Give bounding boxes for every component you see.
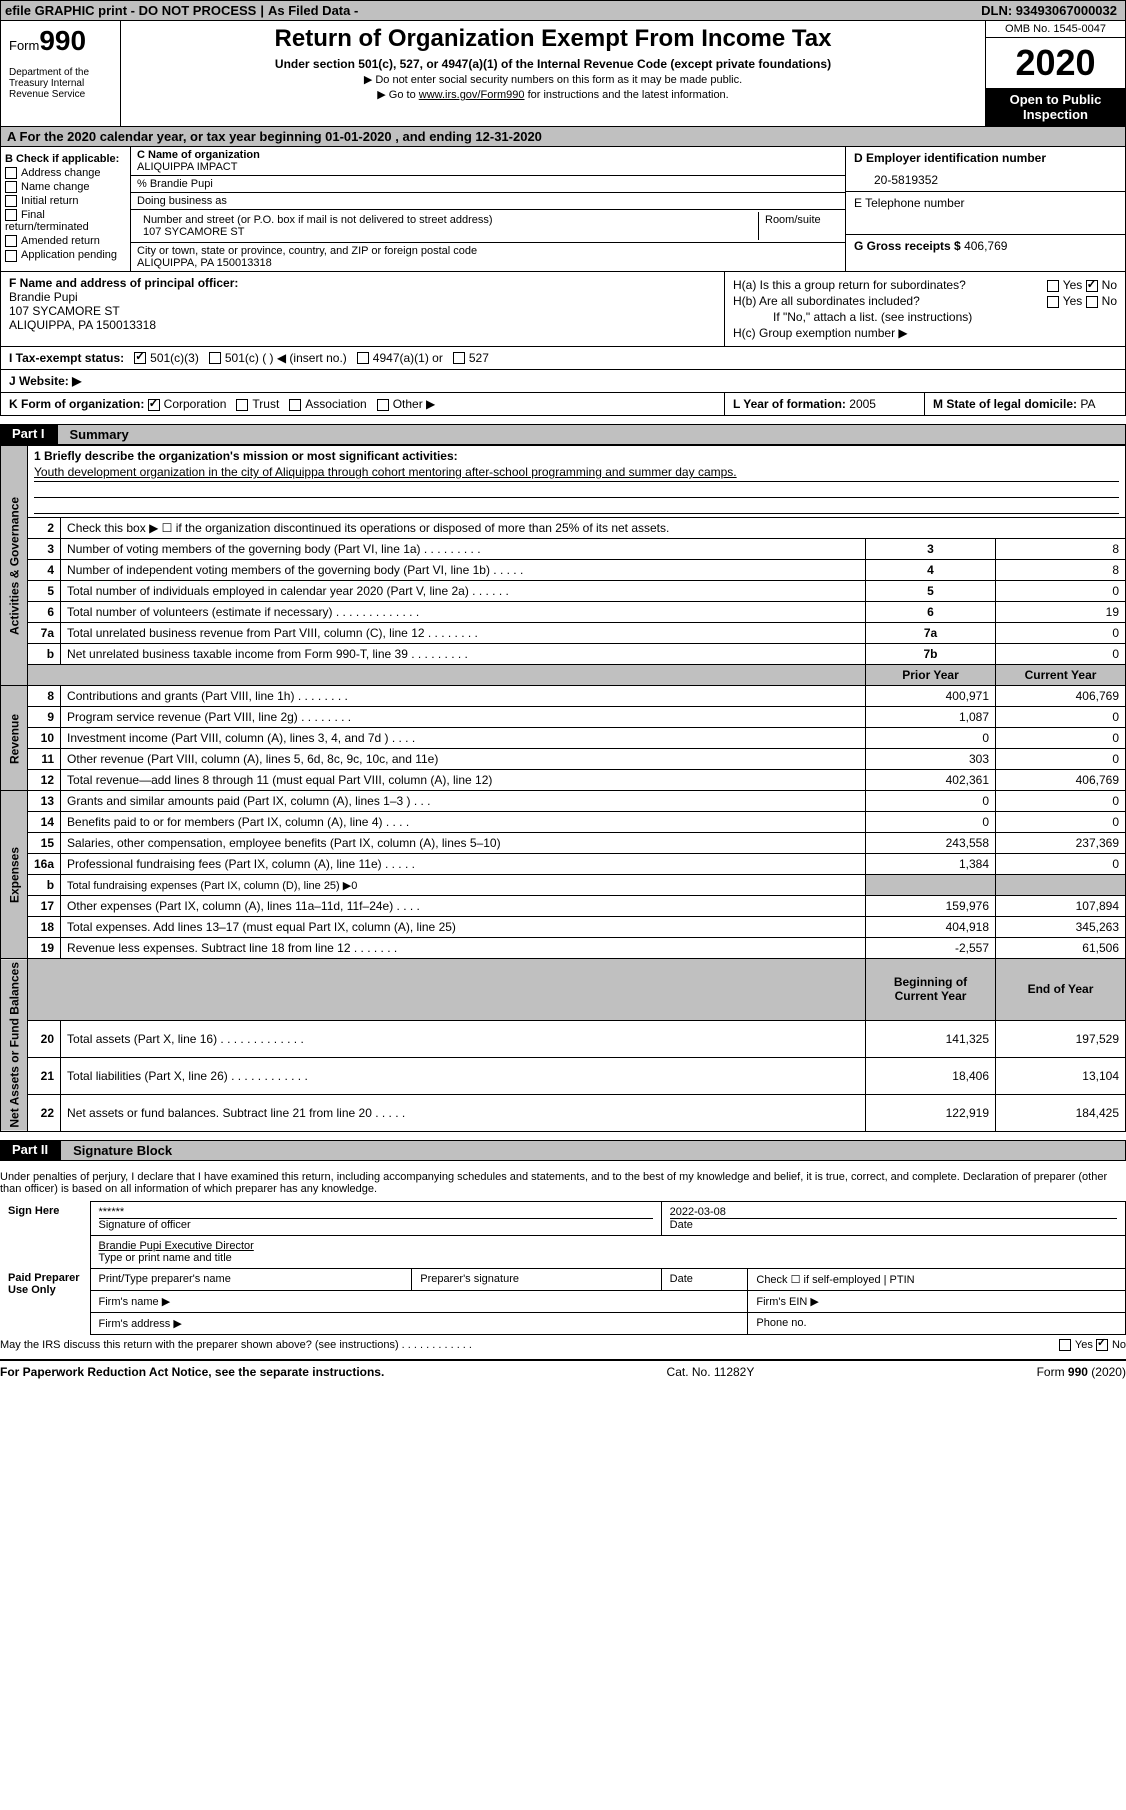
room-label: Room/suite <box>759 212 839 240</box>
officer-addr1: 107 SYCAMORE ST <box>9 304 716 318</box>
street-label: Number and street (or P.O. box if mail i… <box>143 214 752 226</box>
check-501c[interactable] <box>209 352 221 364</box>
mission-label: 1 Briefly describe the organization's mi… <box>34 449 1119 463</box>
section-b-to-g: B Check if applicable: Address change Na… <box>0 147 1126 272</box>
officer-addr2: ALIQUIPPA, PA 150013318 <box>9 318 716 332</box>
org-name: ALIQUIPPA IMPACT <box>137 161 839 173</box>
row-j: J Website: ▶ <box>0 370 1126 393</box>
check-final[interactable]: Final return/terminated <box>5 209 126 233</box>
h-c-label: H(c) Group exemption number ▶ <box>733 326 1117 340</box>
paperwork-notice: For Paperwork Reduction Act Notice, see … <box>0 1365 384 1379</box>
section-f-h: F Name and address of principal officer:… <box>0 272 1126 347</box>
discuss-question: May the IRS discuss this return with the… <box>0 1339 472 1351</box>
h-a-label: H(a) Is this a group return for subordin… <box>733 278 966 292</box>
irs-link[interactable]: www.irs.gov/Form990 <box>419 89 525 101</box>
row-a-taxyear: A For the 2020 calendar year, or tax yea… <box>0 127 1126 147</box>
check-corp[interactable] <box>148 399 160 411</box>
part-i-header: Part I Summary <box>0 424 1126 445</box>
box-f-label: F Name and address of principal officer: <box>9 276 716 290</box>
phone-value <box>854 210 1117 230</box>
form-title: Return of Organization Exempt From Incom… <box>125 25 981 53</box>
open-public-badge: Open to Public Inspection <box>986 88 1125 126</box>
box-g-label: G Gross receipts $ <box>854 239 961 253</box>
omb-number: OMB No. 1545-0047 <box>986 21 1125 38</box>
side-expenses: Expenses <box>1 791 28 959</box>
careof: % Brandie Pupi <box>131 176 845 193</box>
box-d-label: D Employer identification number <box>854 151 1117 165</box>
city-value: ALIQUIPPA, PA 150013318 <box>137 257 839 269</box>
check-pending[interactable]: Application pending <box>5 249 126 261</box>
form-ref: Form 990 (2020) <box>1037 1365 1126 1379</box>
check-527[interactable] <box>453 352 465 364</box>
check-assoc[interactable] <box>289 399 301 411</box>
efile-label: efile GRAPHIC print - DO NOT PROCESS <box>5 3 256 18</box>
form-prefix: Form <box>9 38 39 53</box>
side-revenue: Revenue <box>1 686 28 791</box>
check-trust[interactable] <box>236 399 248 411</box>
asfiled-label: As Filed Data - <box>268 3 358 18</box>
check-other[interactable] <box>377 399 389 411</box>
side-netassets: Net Assets or Fund Balances <box>1 959 28 1132</box>
gross-receipts: 406,769 <box>964 239 1007 253</box>
discuss-yes[interactable] <box>1059 1339 1071 1351</box>
mission-text: Youth development organization in the ci… <box>34 463 1119 482</box>
sig-intro: Under penalties of perjury, I declare th… <box>0 1169 1126 1197</box>
box-b-header: B Check if applicable: <box>5 153 126 165</box>
check-initial[interactable]: Initial return <box>5 195 126 207</box>
form-subtitle: Under section 501(c), 527, or 4947(a)(1)… <box>125 57 981 71</box>
check-name[interactable]: Name change <box>5 181 126 193</box>
cat-no: Cat. No. 11282Y <box>667 1365 755 1379</box>
side-governance: Activities & Governance <box>1 446 28 686</box>
dln-label: DLN: 93493067000032 <box>981 3 1117 18</box>
form-header: Form990 Department of the Treasury Inter… <box>0 21 1126 127</box>
summary-table: Activities & Governance 1 Briefly descri… <box>0 445 1126 1132</box>
ein-value: 20-5819352 <box>874 173 1117 187</box>
check-4947[interactable] <box>357 352 369 364</box>
form-number: 990 <box>39 25 86 56</box>
row-i: I Tax-exempt status: 501(c)(3) 501(c) ( … <box>0 347 1126 370</box>
footer: For Paperwork Reduction Act Notice, see … <box>0 1359 1126 1383</box>
check-address[interactable]: Address change <box>5 167 126 179</box>
header-bar: efile GRAPHIC print - DO NOT PROCESS | A… <box>0 0 1126 21</box>
discuss-no[interactable] <box>1096 1339 1108 1351</box>
h-b-note: If "No," attach a list. (see instruction… <box>773 310 1117 324</box>
form-note1: ▶ Do not enter social security numbers o… <box>125 73 981 86</box>
dept-label: Department of the Treasury Internal Reve… <box>9 67 112 100</box>
check-501c3[interactable] <box>134 352 146 364</box>
box-c-name-label: C Name of organization <box>137 149 839 161</box>
box-e-label: E Telephone number <box>854 196 1117 210</box>
tax-year: 2020 <box>986 38 1125 88</box>
street-value: 107 SYCAMORE ST <box>143 226 752 238</box>
city-label: City or town, state or province, country… <box>137 245 839 257</box>
row-klm: K Form of organization: Corporation Trus… <box>0 393 1126 416</box>
check-amended[interactable]: Amended return <box>5 235 126 247</box>
dba-label: Doing business as <box>131 193 845 210</box>
signature-section: Under penalties of perjury, I declare th… <box>0 1169 1126 1355</box>
h-b-label: H(b) Are all subordinates included? <box>733 294 920 308</box>
part-ii-header: Part II Signature Block <box>0 1140 1126 1161</box>
paid-preparer-label: Paid Preparer Use Only <box>0 1268 90 1334</box>
officer-name: Brandie Pupi <box>9 290 716 304</box>
sign-here-label: Sign Here <box>0 1201 90 1268</box>
form-note2: ▶ Go to www.irs.gov/Form990 for instruct… <box>125 88 981 101</box>
